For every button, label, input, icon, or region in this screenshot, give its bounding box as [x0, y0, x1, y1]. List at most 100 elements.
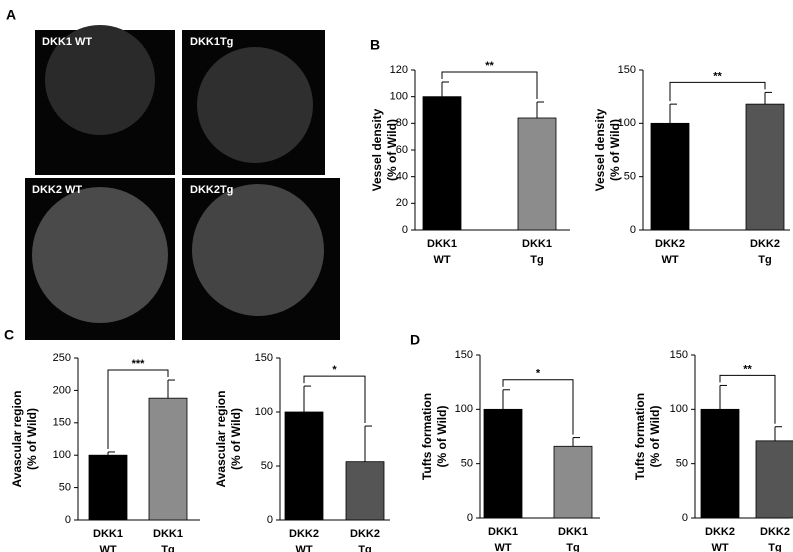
- y-tick-label: 100: [255, 406, 273, 418]
- significance-bracket: [303, 375, 366, 424]
- y-axis-label: (% of Wild): [608, 119, 622, 181]
- x-tick-label: WT: [661, 254, 678, 266]
- significance-bracket: [107, 369, 169, 449]
- y-tick-label: 0: [630, 224, 636, 236]
- x-tick-label: Tg: [758, 254, 771, 266]
- x-tick-label: DKK1: [558, 526, 588, 538]
- x-tick-label: Tg: [161, 544, 174, 552]
- significance-label: **: [485, 60, 494, 72]
- y-tick-label: 100: [53, 449, 71, 461]
- x-tick-label: Tg: [768, 542, 781, 552]
- significance-bracket: [669, 81, 766, 102]
- significance-label: *: [536, 368, 541, 380]
- y-tick-label: 0: [682, 512, 688, 524]
- retina-shape: [197, 47, 313, 163]
- significance-label: *: [332, 364, 337, 376]
- y-axis-label: Tufts formation: [633, 393, 647, 480]
- retina-images: DKK1 WT DKK1Tg DKK2 WT DKK2Tg: [25, 25, 340, 340]
- x-tick-label: WT: [99, 544, 116, 552]
- bar: [345, 461, 385, 521]
- y-axis-label: Tufts formation: [420, 393, 434, 480]
- significance-label: **: [743, 363, 752, 375]
- bar: [650, 122, 690, 231]
- significance-label: **: [713, 70, 722, 82]
- x-tick-label: DKK2: [289, 528, 319, 540]
- y-tick-label: 150: [455, 349, 473, 361]
- y-tick-label: 50: [624, 171, 636, 183]
- x-tick-label: DKK1: [93, 528, 123, 540]
- retina-shape: [192, 184, 324, 316]
- significance-bracket: [502, 379, 574, 435]
- y-axis-label: (% of Wild): [385, 119, 399, 181]
- y-tick-label: 80: [396, 117, 408, 129]
- y-tick-label: 120: [390, 64, 408, 76]
- y-tick-label: 60: [396, 144, 408, 156]
- y-tick-label: 150: [255, 352, 273, 364]
- y-axis-label: Vessel density: [370, 108, 384, 191]
- panel-label: D: [410, 332, 420, 348]
- y-tick-label: 0: [467, 512, 473, 524]
- y-axis-label: Avascular region: [214, 391, 228, 488]
- x-tick-label: DKK2: [760, 526, 790, 538]
- bar: [517, 117, 557, 231]
- y-tick-label: 50: [59, 482, 71, 494]
- x-tick-label: WT: [711, 542, 728, 552]
- bar: [422, 96, 462, 231]
- x-tick-label: DKK2: [655, 238, 685, 250]
- y-axis-label: (% of Wild): [25, 408, 39, 470]
- x-tick-label: DKK1: [488, 526, 518, 538]
- x-tick-label: DKK1: [522, 238, 552, 250]
- image-label: DKK1Tg: [190, 36, 233, 48]
- bar: [755, 440, 793, 519]
- x-tick-label: Tg: [530, 254, 543, 266]
- bar: [88, 454, 128, 521]
- y-tick-label: 100: [618, 117, 636, 129]
- bar: [700, 408, 740, 519]
- x-tick-label: DKK1: [427, 238, 457, 250]
- y-tick-label: 0: [402, 224, 408, 236]
- image-label: DKK2 WT: [32, 184, 82, 196]
- y-tick-label: 150: [670, 349, 688, 361]
- panel-label: C: [4, 327, 14, 343]
- bar: [483, 408, 523, 519]
- bar: [284, 411, 324, 521]
- image-label: DKK1 WT: [42, 36, 92, 48]
- x-tick-label: Tg: [566, 542, 579, 552]
- panel-label: A: [6, 7, 16, 23]
- panel-label: B: [370, 37, 380, 53]
- image-label: DKK2Tg: [190, 184, 233, 196]
- y-tick-label: 100: [670, 403, 688, 415]
- bar: [553, 445, 593, 519]
- x-tick-label: DKK2: [750, 238, 780, 250]
- y-tick-label: 100: [455, 403, 473, 415]
- significance-bracket: [441, 71, 538, 99]
- x-tick-label: WT: [494, 542, 511, 552]
- y-tick-label: 200: [53, 384, 71, 396]
- bar: [148, 397, 188, 521]
- y-tick-label: 100: [390, 91, 408, 103]
- bar: [745, 103, 785, 231]
- retina-shape: [32, 187, 168, 323]
- x-tick-label: DKK2: [350, 528, 380, 540]
- y-axis-label: Avascular region: [10, 391, 24, 488]
- retina-shape: [45, 25, 155, 135]
- x-tick-label: WT: [295, 544, 312, 552]
- significance-bracket: [719, 374, 776, 424]
- y-tick-label: 0: [65, 514, 71, 526]
- y-axis-label: Vessel density: [593, 108, 607, 191]
- y-tick-label: 20: [396, 197, 408, 209]
- y-axis-label: (% of Wild): [648, 406, 662, 468]
- x-tick-label: DKK1: [153, 528, 183, 540]
- significance-label: ***: [132, 358, 146, 370]
- y-tick-label: 150: [53, 417, 71, 429]
- y-tick-label: 250: [53, 352, 71, 364]
- y-tick-label: 50: [676, 458, 688, 470]
- y-tick-label: 0: [267, 514, 273, 526]
- x-tick-label: WT: [433, 254, 450, 266]
- y-axis-label: (% of Wild): [435, 406, 449, 468]
- y-tick-label: 50: [261, 460, 273, 472]
- x-tick-label: Tg: [358, 544, 371, 552]
- y-tick-label: 50: [461, 458, 473, 470]
- y-axis-label: (% of Wild): [229, 408, 243, 470]
